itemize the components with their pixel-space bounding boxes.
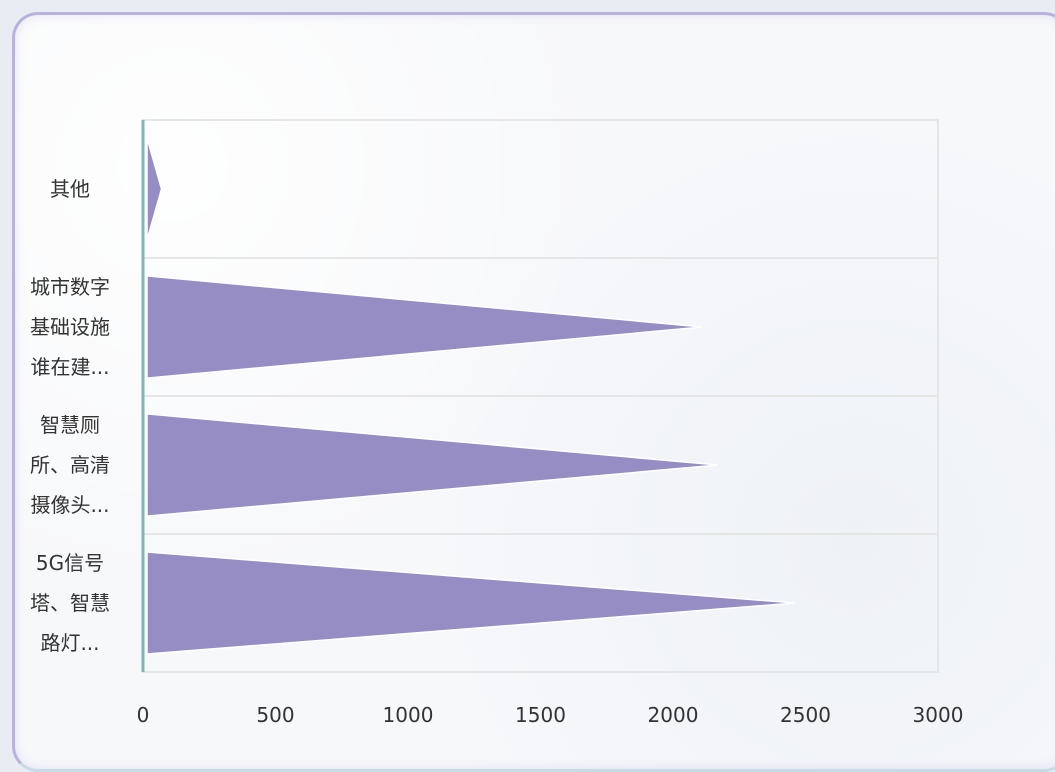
x-tick-label: 0 xyxy=(137,703,150,727)
bar xyxy=(146,275,703,379)
x-tick-label: 1500 xyxy=(515,703,566,727)
grid xyxy=(142,119,939,673)
bar xyxy=(146,551,795,655)
x-tick-label: 2500 xyxy=(780,703,831,727)
bar xyxy=(146,413,719,517)
bars xyxy=(146,137,795,655)
labels: 5G信号塔、智慧路灯... 智慧厕所、高清摄像头... 城市数字基础设施谁在建...… xyxy=(30,177,963,727)
bar xyxy=(146,137,163,241)
category-label: 智慧厕所、高清摄像头... xyxy=(30,413,110,517)
x-tick-label: 1000 xyxy=(383,703,434,727)
x-tick-label: 500 xyxy=(256,703,294,727)
category-label: 其他 xyxy=(50,177,90,201)
category-label: 5G信号塔、智慧路灯... xyxy=(30,551,110,655)
x-tick-label: 3000 xyxy=(913,703,964,727)
category-label: 城市数字基础设施谁在建... xyxy=(30,275,110,379)
x-tick-label: 2000 xyxy=(648,703,699,727)
